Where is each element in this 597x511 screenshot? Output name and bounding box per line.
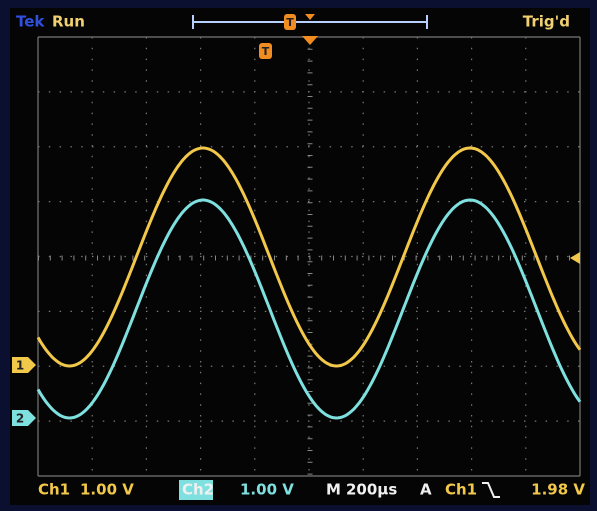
ch1-label: Ch1: [38, 481, 70, 499]
ch2-scale: 1.00 V: [240, 481, 294, 499]
ch1-scale: 1.00 V: [80, 481, 134, 499]
run-status: Run: [52, 13, 85, 31]
trigger-source: Ch1: [445, 481, 477, 499]
trigger-label: A: [420, 481, 432, 499]
position-marker-label: T: [286, 16, 294, 29]
timebase: 200µs: [346, 481, 397, 499]
timebase-label: M: [326, 481, 341, 499]
trigger-marker-label: T: [262, 45, 270, 58]
brand: Tek: [16, 13, 45, 31]
ch2-label: Ch2: [182, 481, 214, 499]
trigger-level: 1.98 V: [531, 481, 585, 499]
trigger-state: Trig'd: [523, 13, 570, 31]
ch2-marker-label: 2: [16, 412, 24, 426]
ch1-marker-label: 1: [16, 359, 24, 373]
oscilloscope-screen: Tek Run T Trig'd T 1 2 Ch1 1.00 V Ch2 1.…: [0, 0, 597, 511]
